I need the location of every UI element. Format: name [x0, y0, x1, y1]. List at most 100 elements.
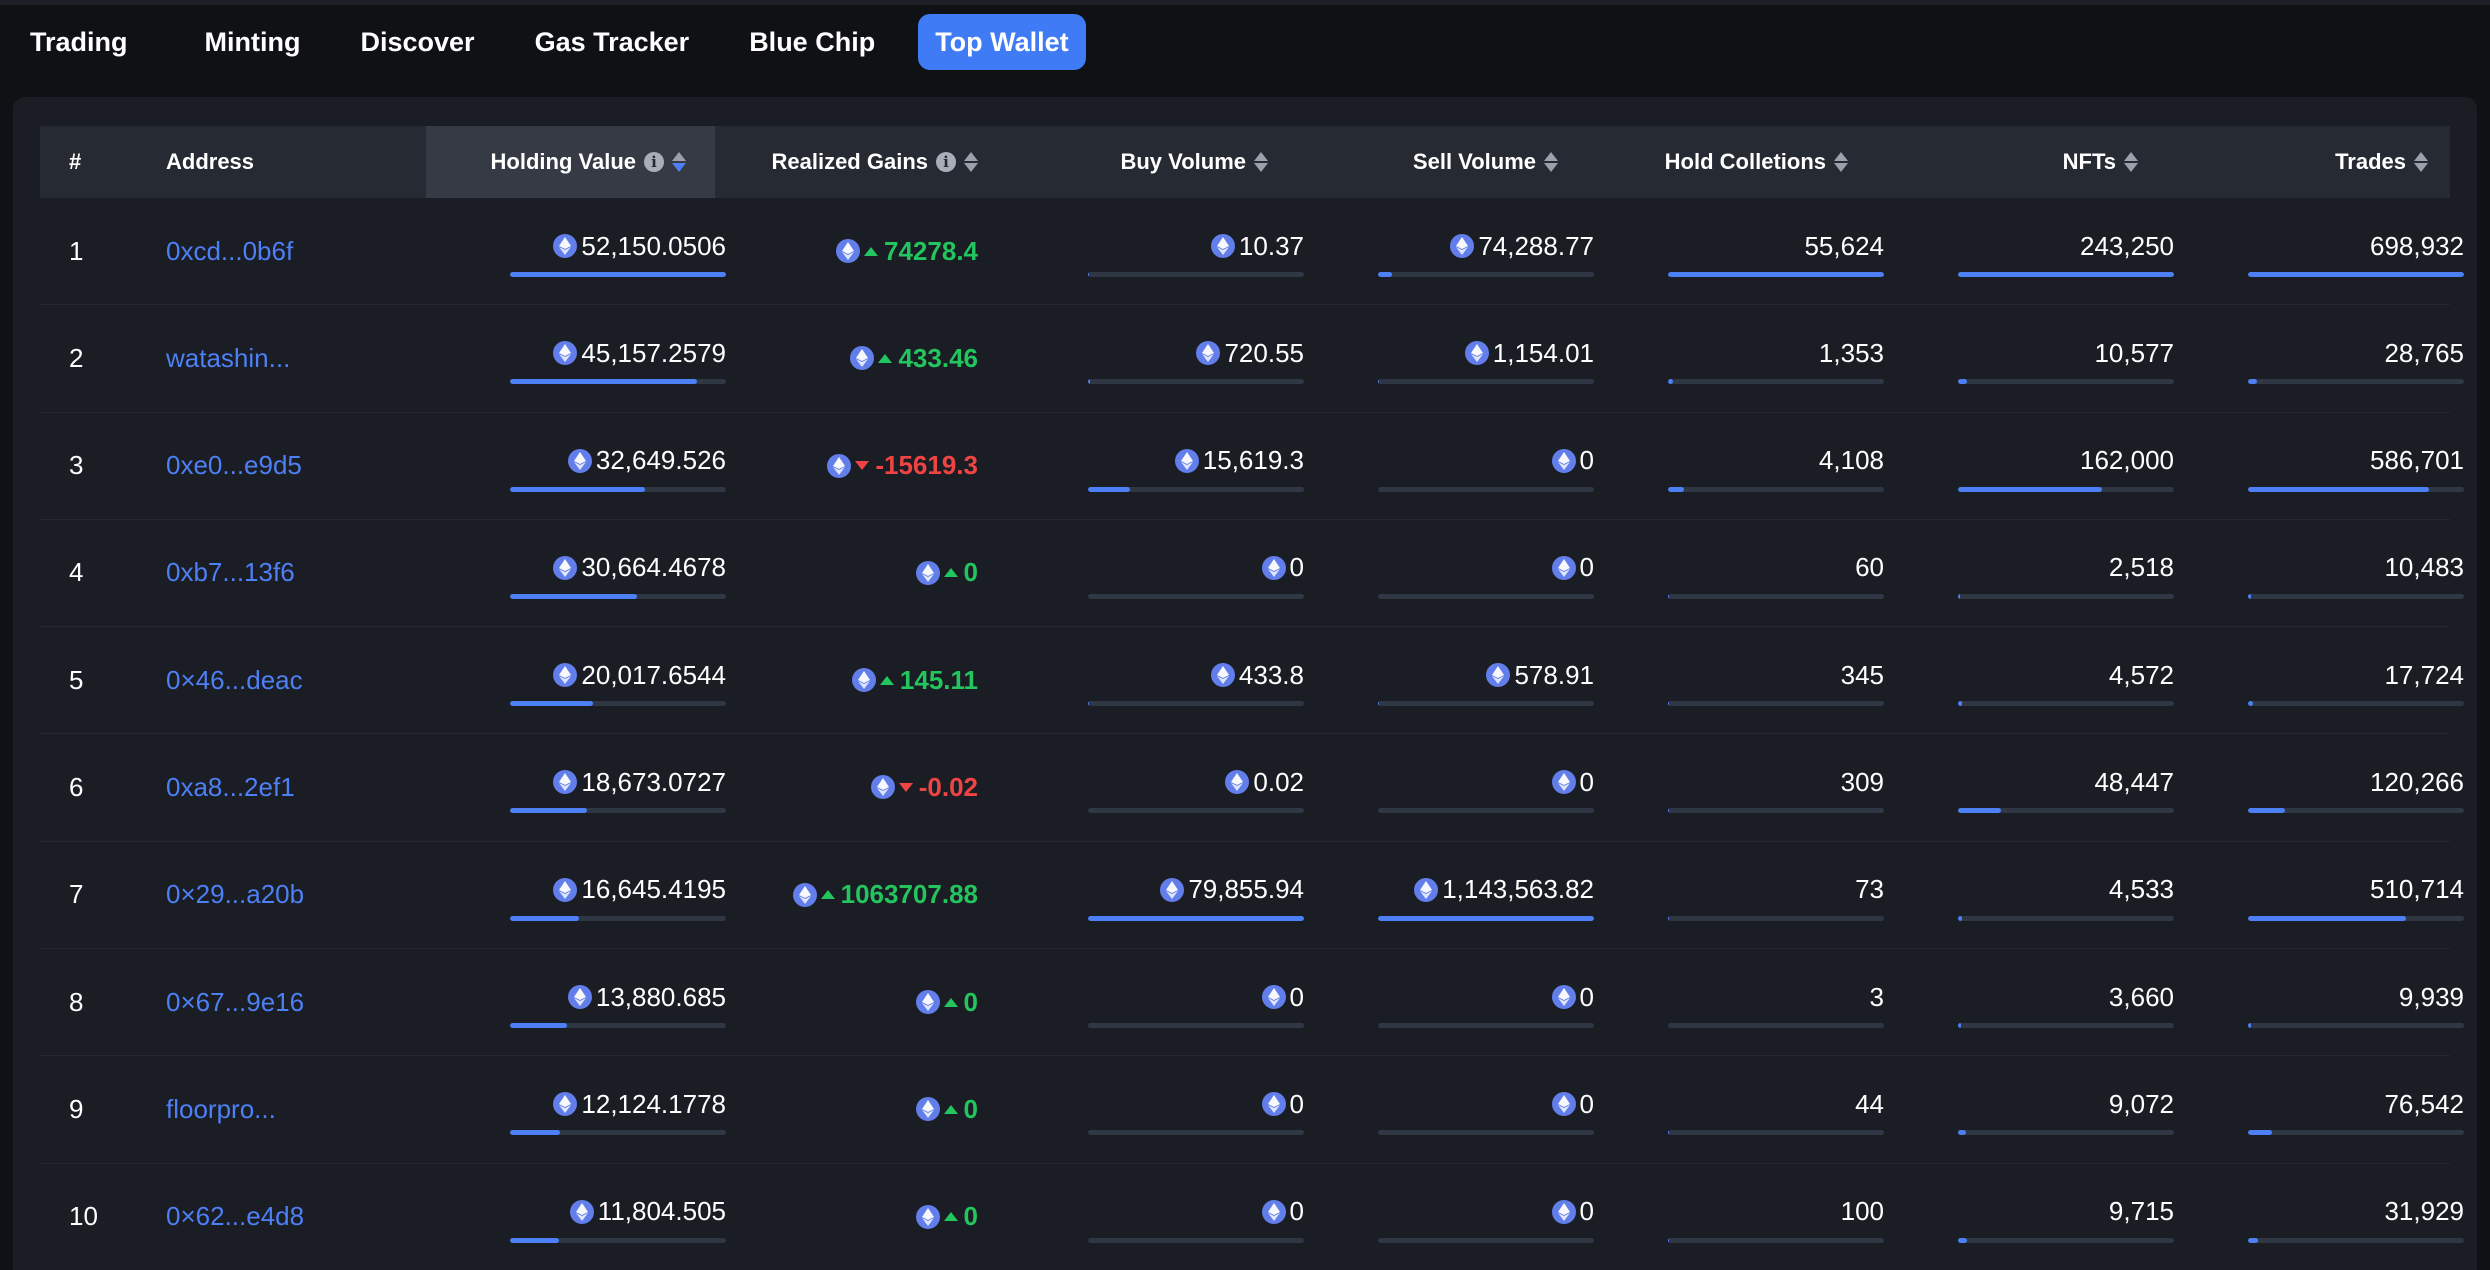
holding-value-cell: 13,880.685 [510, 949, 726, 1055]
buy-volume-cell: 720.55 [1088, 305, 1304, 411]
nfts-bar [1958, 915, 2174, 921]
holding-value-cell: 20,017.6544 [510, 627, 726, 733]
sort-icon[interactable] [1544, 151, 1558, 173]
sell-volume-bar [1378, 701, 1594, 707]
table-row[interactable]: 6 0xa8...2ef1 -0.02 18,673.0727 0.02 0 309… [40, 734, 2464, 842]
eth-icon [1464, 341, 1489, 366]
buy-volume-bar [1088, 915, 1304, 921]
buy-volume-cell: 433.8 [1088, 627, 1304, 733]
buy-volume-value: 720.55 [1224, 337, 1304, 368]
buy-volume-cell: 0 [1088, 1164, 1304, 1270]
sort-icon[interactable] [2414, 151, 2428, 173]
wallet-address-link[interactable]: 0×62...e4d8 [166, 1201, 305, 1232]
eth-icon [1261, 1199, 1286, 1224]
realized-gains-cell: 0 [740, 1164, 978, 1270]
tab-discover[interactable]: Discover [360, 26, 475, 57]
holding-value-value: 12,124.1778 [581, 1088, 726, 1119]
eth-icon [915, 1204, 940, 1229]
table-row[interactable]: 5 0×46...deac 145.11 20,017.6544 433.8 578… [40, 627, 2464, 735]
table-row[interactable]: 8 0×67...9e16 0 13,880.685 0 0 3 3,660 9,9… [40, 949, 2464, 1057]
table-row[interactable]: 4 0xb7...13f6 0 30,664.4678 0 0 60 2,518 1… [40, 520, 2464, 628]
holding-value-value: 30,664.4678 [581, 552, 726, 583]
sort-icon[interactable] [964, 151, 978, 173]
eth-icon [792, 882, 817, 907]
hold-collections-value: 309 [1840, 766, 1884, 797]
eth-icon [1551, 1199, 1576, 1224]
nfts-cell: 4,572 [1958, 627, 2174, 733]
nfts-value: 3,660 [2108, 981, 2174, 1012]
eth-icon [1551, 555, 1576, 580]
eth-icon [1261, 985, 1286, 1010]
holding-value-bar [510, 701, 726, 707]
header-hold-collections-label: Hold Colletions [1664, 149, 1826, 174]
sell-volume-value: 1,143,563.82 [1442, 874, 1594, 905]
sell-volume-bar-fill [1378, 915, 1594, 921]
header-holding-value[interactable]: Holding Value i [426, 126, 715, 198]
header-hold-collections[interactable]: Hold Colletions [1578, 126, 1848, 198]
nfts-cell: 10,577 [1958, 305, 2174, 411]
wallet-address-link[interactable]: 0xa8...2ef1 [166, 771, 295, 802]
buy-volume-value: 0 [1289, 981, 1304, 1012]
sell-volume-cell: 1,154.01 [1378, 305, 1594, 411]
table-row[interactable]: 2 watashin... 433.46 45,157.2579 720.55 1,… [40, 305, 2464, 413]
header-buy-volume[interactable]: Buy Volume [1048, 126, 1268, 198]
header-nfts[interactable]: NFTs [1918, 126, 2138, 198]
table-row[interactable]: 10 0×62...e4d8 0 11,804.505 0 0 100 9,715 … [40, 1164, 2464, 1270]
tab-minting[interactable]: Minting [204, 26, 301, 57]
wallet-address-link[interactable]: 0×46...deac [166, 664, 303, 695]
table-row[interactable]: 7 0×29...a20b 1063707.88 16,645.4195 79,85… [40, 842, 2464, 950]
hold-collections-cell: 73 [1668, 842, 1884, 948]
tab-trading[interactable]: Trading [30, 26, 128, 57]
tab-gas-tracker[interactable]: Gas Tracker [534, 26, 690, 57]
table-row[interactable]: 9 floorpro... 0 12,124.1778 0 0 44 9,072 7… [40, 1056, 2464, 1164]
tab-top-wallet[interactable]: Top Wallet [918, 14, 1086, 70]
wallet-address-link[interactable]: 0xe0...e9d5 [166, 450, 302, 481]
header-trades[interactable]: Trades [2208, 126, 2428, 198]
trades-cell: 586,701 [2248, 413, 2464, 519]
sort-icon[interactable] [1254, 151, 1268, 173]
wallet-address-link[interactable]: 0xb7...13f6 [166, 557, 295, 588]
wallet-address-link[interactable]: watashin... [166, 342, 291, 373]
trades-cell: 10,483 [2248, 520, 2464, 626]
sell-volume-value: 74,288.77 [1478, 230, 1594, 261]
sort-icon[interactable] [1834, 151, 1848, 173]
buy-volume-bar-fill [1088, 701, 1090, 707]
trades-bar-fill [2248, 593, 2252, 599]
sell-volume-bar [1378, 272, 1594, 277]
realized-gains-cell: -0.02 [740, 734, 978, 840]
sell-volume-value: 0 [1579, 445, 1594, 476]
info-icon[interactable]: i [644, 152, 664, 172]
holding-value-bar [510, 915, 726, 921]
wallet-address-link[interactable]: floorpro... [166, 1093, 276, 1124]
trades-value: 510,714 [2370, 874, 2464, 905]
sort-icon[interactable] [2124, 151, 2138, 173]
table-row[interactable]: 1 0xcd...0b6f 74278.4 52,150.0506 10.37 74… [40, 198, 2464, 306]
info-icon[interactable]: i [936, 152, 956, 172]
nfts-bar-fill [1958, 593, 1961, 599]
wallet-address-link[interactable]: 0×29...a20b [166, 879, 305, 910]
trades-bar [2248, 915, 2464, 921]
eth-icon [870, 775, 895, 800]
triangle-up-icon [943, 997, 958, 1007]
header-sell-volume[interactable]: Sell Volume [1338, 126, 1558, 198]
realized-gains-value: 0 [963, 557, 978, 588]
realized-gains-value: 433.46 [898, 342, 978, 373]
wallet-address-link[interactable]: 0xcd...0b6f [166, 235, 294, 266]
trades-bar [2248, 272, 2464, 277]
trades-bar-fill [2248, 272, 2464, 277]
trades-value: 586,701 [2370, 445, 2464, 476]
table-row[interactable]: 3 0xe0...e9d5 -15619.3 32,649.526 15,619.3… [40, 413, 2464, 520]
rank-cell: 9 [69, 1093, 84, 1124]
wallet-address-link[interactable]: 0×67...9e16 [166, 986, 305, 1017]
trades-bar [2248, 808, 2464, 814]
trades-value: 31,929 [2384, 1196, 2464, 1227]
buy-volume-cell: 0.02 [1088, 734, 1304, 840]
trades-cell: 31,929 [2248, 1164, 2464, 1270]
nfts-bar [1958, 379, 2174, 385]
sort-icon[interactable] [672, 151, 686, 173]
nfts-value: 2,518 [2108, 552, 2174, 583]
trades-bar-fill [2248, 1130, 2272, 1136]
tab-blue-chip[interactable]: Blue Chip [749, 26, 876, 57]
header-realized-gains[interactable]: Realized Gains i [715, 126, 978, 198]
sell-volume-cell: 0 [1378, 413, 1594, 519]
